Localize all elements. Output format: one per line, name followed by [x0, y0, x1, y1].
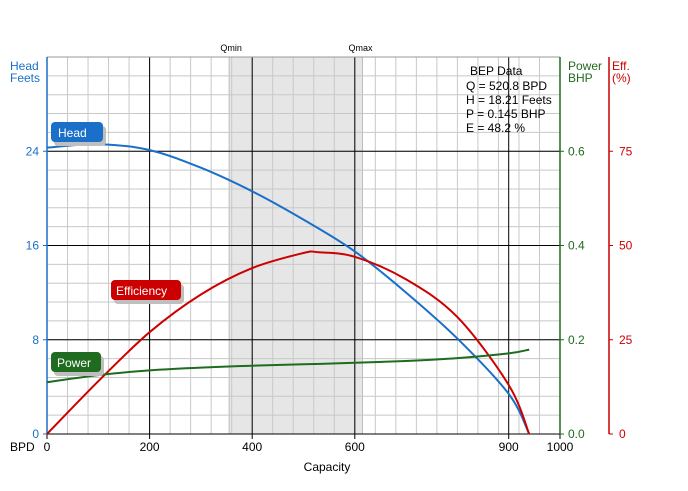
bep-e: E = 48.2 % — [466, 121, 525, 135]
head-tick-label: 0 — [32, 427, 39, 441]
power-axis-label-line2: BHP — [568, 71, 593, 85]
power-axis-label-line1: Power — [568, 59, 602, 73]
power-tick-label: 0.6 — [568, 144, 585, 158]
head-series-tag: Head — [51, 122, 106, 146]
power-tick-label: 0.2 — [568, 333, 585, 347]
head-tick-label: 16 — [26, 239, 40, 253]
x-unit-label: BPD — [10, 440, 35, 454]
x-tick-label: 0 — [44, 440, 51, 454]
head-tick-label: 8 — [32, 333, 39, 347]
power-series-tag: Power — [51, 352, 104, 376]
efficiency-tick-label: 0 — [619, 427, 626, 441]
power-series-label: Power — [57, 356, 91, 370]
efficiency-series-label: Efficiency — [116, 284, 167, 298]
bep-p: P = 0.145 BHP — [466, 107, 546, 121]
qmax-label: Qmax — [348, 43, 373, 53]
bep-title: BEP Data — [470, 64, 523, 78]
curve-layer — [46, 143, 531, 435]
x-axis-label: Capacity — [304, 460, 351, 474]
x-tick-label: 600 — [345, 440, 365, 454]
head-tick-label: 24 — [26, 144, 40, 158]
power-curve — [46, 348, 530, 384]
x-tick-label: 200 — [140, 440, 160, 454]
x-tick-label: 400 — [242, 440, 262, 454]
efficiency-tick-label: 25 — [619, 333, 633, 347]
bep-h: H = 18.21 Feets — [466, 93, 552, 107]
grid-layer — [47, 57, 560, 434]
efficiency-axis-label-line2: (%) — [612, 71, 631, 85]
efficiency-tick-label: 75 — [619, 144, 633, 158]
head-axis-label-line2: Feets — [10, 71, 40, 85]
x-tick-label: 1000 — [547, 440, 574, 454]
efficiency-series-tag: Efficiency — [111, 280, 184, 304]
axis-layer: 0 200 400 600 900 1000 0 8 16 24 0.0 0.2 0.4 0.6 0 25 50… — [26, 56, 633, 454]
head-axis-label-line1: Head — [10, 59, 39, 73]
head-series-label: Head — [58, 126, 87, 140]
efficiency-curve — [46, 250, 531, 435]
power-tick-label: 0.4 — [568, 239, 585, 253]
power-tick-label: 0.0 — [568, 427, 585, 441]
efficiency-axis-label-line1: Eff. — [612, 59, 630, 73]
x-tick-label: 900 — [499, 440, 519, 454]
efficiency-tick-label: 50 — [619, 239, 633, 253]
bep-q: Q = 520.8 BPD — [466, 79, 547, 93]
bep-data-box: BEP Data Q = 520.8 BPD H = 18.21 Feets P… — [466, 64, 552, 135]
qmin-label: Qmin — [220, 43, 242, 53]
